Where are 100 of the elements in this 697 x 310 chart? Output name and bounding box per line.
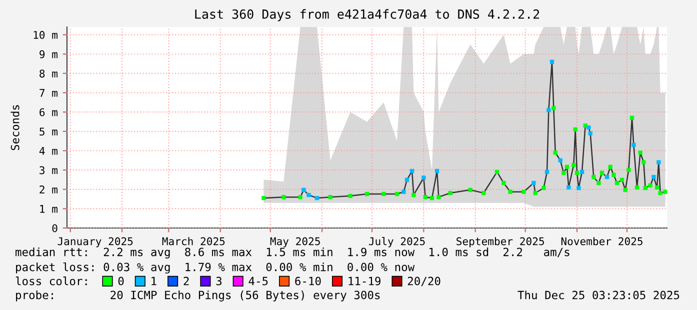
point	[404, 178, 410, 182]
point	[638, 150, 642, 155]
point	[468, 188, 472, 192]
x-tick-label: September 2025	[456, 237, 544, 248]
legend-title: loss color:	[16, 276, 87, 286]
point	[630, 116, 634, 120]
point	[550, 60, 554, 64]
point	[262, 196, 266, 200]
y-tick-label: 5 m	[40, 128, 58, 136]
point	[573, 127, 578, 132]
y-tick-label: 9 m	[40, 50, 58, 58]
point	[656, 160, 661, 164]
chart-title: Last 360 Days from e421a4fc70a4 to DNS 4.2.2.2	[195, 9, 540, 22]
y-tick-label: 8 m	[40, 70, 58, 78]
point	[652, 174, 656, 180]
point	[552, 106, 556, 110]
point	[423, 194, 428, 200]
y-tick-label: 0	[52, 224, 58, 232]
point	[306, 192, 311, 198]
point	[436, 194, 441, 200]
point	[604, 174, 610, 180]
legend-label: 0	[118, 276, 124, 286]
point	[558, 158, 562, 162]
point	[566, 185, 571, 190]
point	[634, 185, 640, 190]
x-tick-label: July 2025	[368, 237, 425, 248]
point	[623, 188, 628, 192]
point	[592, 174, 596, 180]
point	[422, 176, 426, 180]
point	[494, 170, 500, 174]
point	[614, 180, 620, 186]
point	[648, 183, 652, 188]
point	[382, 192, 386, 196]
y-tick-label: 3 m	[40, 166, 58, 174]
x-tick-label: January 2025	[58, 237, 133, 248]
legend-label: 3	[216, 276, 222, 286]
point	[448, 190, 452, 196]
point	[572, 162, 576, 168]
point	[564, 164, 570, 170]
point	[402, 190, 406, 194]
point	[632, 142, 636, 147]
point	[626, 168, 631, 172]
point	[612, 172, 616, 177]
point	[562, 170, 566, 175]
text: Thu Dec 25 03:23:05 2025	[518, 290, 680, 300]
point	[298, 194, 302, 200]
point	[482, 190, 486, 196]
point	[654, 185, 660, 190]
point	[608, 164, 612, 170]
x-tick-label: March 2025	[162, 237, 225, 246]
x-tick-label: May 2025	[270, 237, 320, 248]
point	[522, 190, 526, 194]
legend-label: 4-5	[248, 276, 268, 286]
point	[574, 170, 580, 175]
point	[580, 170, 584, 174]
point	[302, 188, 306, 192]
x-tick-label: November 2025	[561, 237, 642, 246]
legend-label: 11-19	[348, 276, 380, 286]
y-axis-title: Seconds	[10, 105, 20, 150]
y-tick-label: 4 m	[39, 147, 58, 155]
point	[663, 190, 667, 194]
text: median rtt: 2.2 ms avg 8.6 ms max 1.5 ms min 1.9 ms now 1.0 ms sd 2.2 am/s	[16, 248, 570, 258]
point	[394, 192, 400, 196]
text: probe: 20 ICMP Echo Pings (56 Bytes) every 300s	[16, 290, 380, 302]
point	[596, 180, 601, 186]
point	[620, 178, 624, 182]
point	[642, 160, 646, 164]
point	[502, 180, 506, 186]
point	[544, 170, 550, 174]
point	[588, 131, 592, 136]
point	[586, 125, 591, 130]
point	[546, 108, 551, 112]
point	[348, 194, 352, 198]
legend-label: 2	[184, 276, 189, 286]
point	[328, 194, 332, 200]
text: packet loss: 0.03 % avg 1.79 % max 0.00 % min 0.00 % now	[16, 262, 415, 274]
point	[658, 190, 662, 196]
legend-label: 6-10	[295, 276, 321, 286]
y-tick-label: 10 m	[34, 30, 58, 39]
point	[364, 192, 370, 196]
point	[600, 170, 604, 175]
point	[410, 168, 414, 174]
point	[508, 190, 512, 194]
legend-label: 20/20	[408, 276, 440, 286]
legend-label: 1	[152, 276, 156, 286]
point	[542, 186, 546, 190]
y-tick-label: 6 m	[40, 108, 58, 116]
y-tick-label: 2 m	[40, 186, 58, 194]
point	[430, 196, 434, 200]
line-series	[263, 61, 666, 199]
point	[533, 190, 538, 196]
y-tick-label: 7 m	[40, 89, 58, 97]
point	[643, 186, 648, 190]
point	[412, 192, 416, 198]
y-tick-label: 1 m	[40, 205, 58, 213]
point	[282, 194, 286, 200]
point	[576, 186, 581, 190]
point	[314, 196, 320, 200]
point	[553, 150, 558, 155]
point	[434, 168, 440, 174]
